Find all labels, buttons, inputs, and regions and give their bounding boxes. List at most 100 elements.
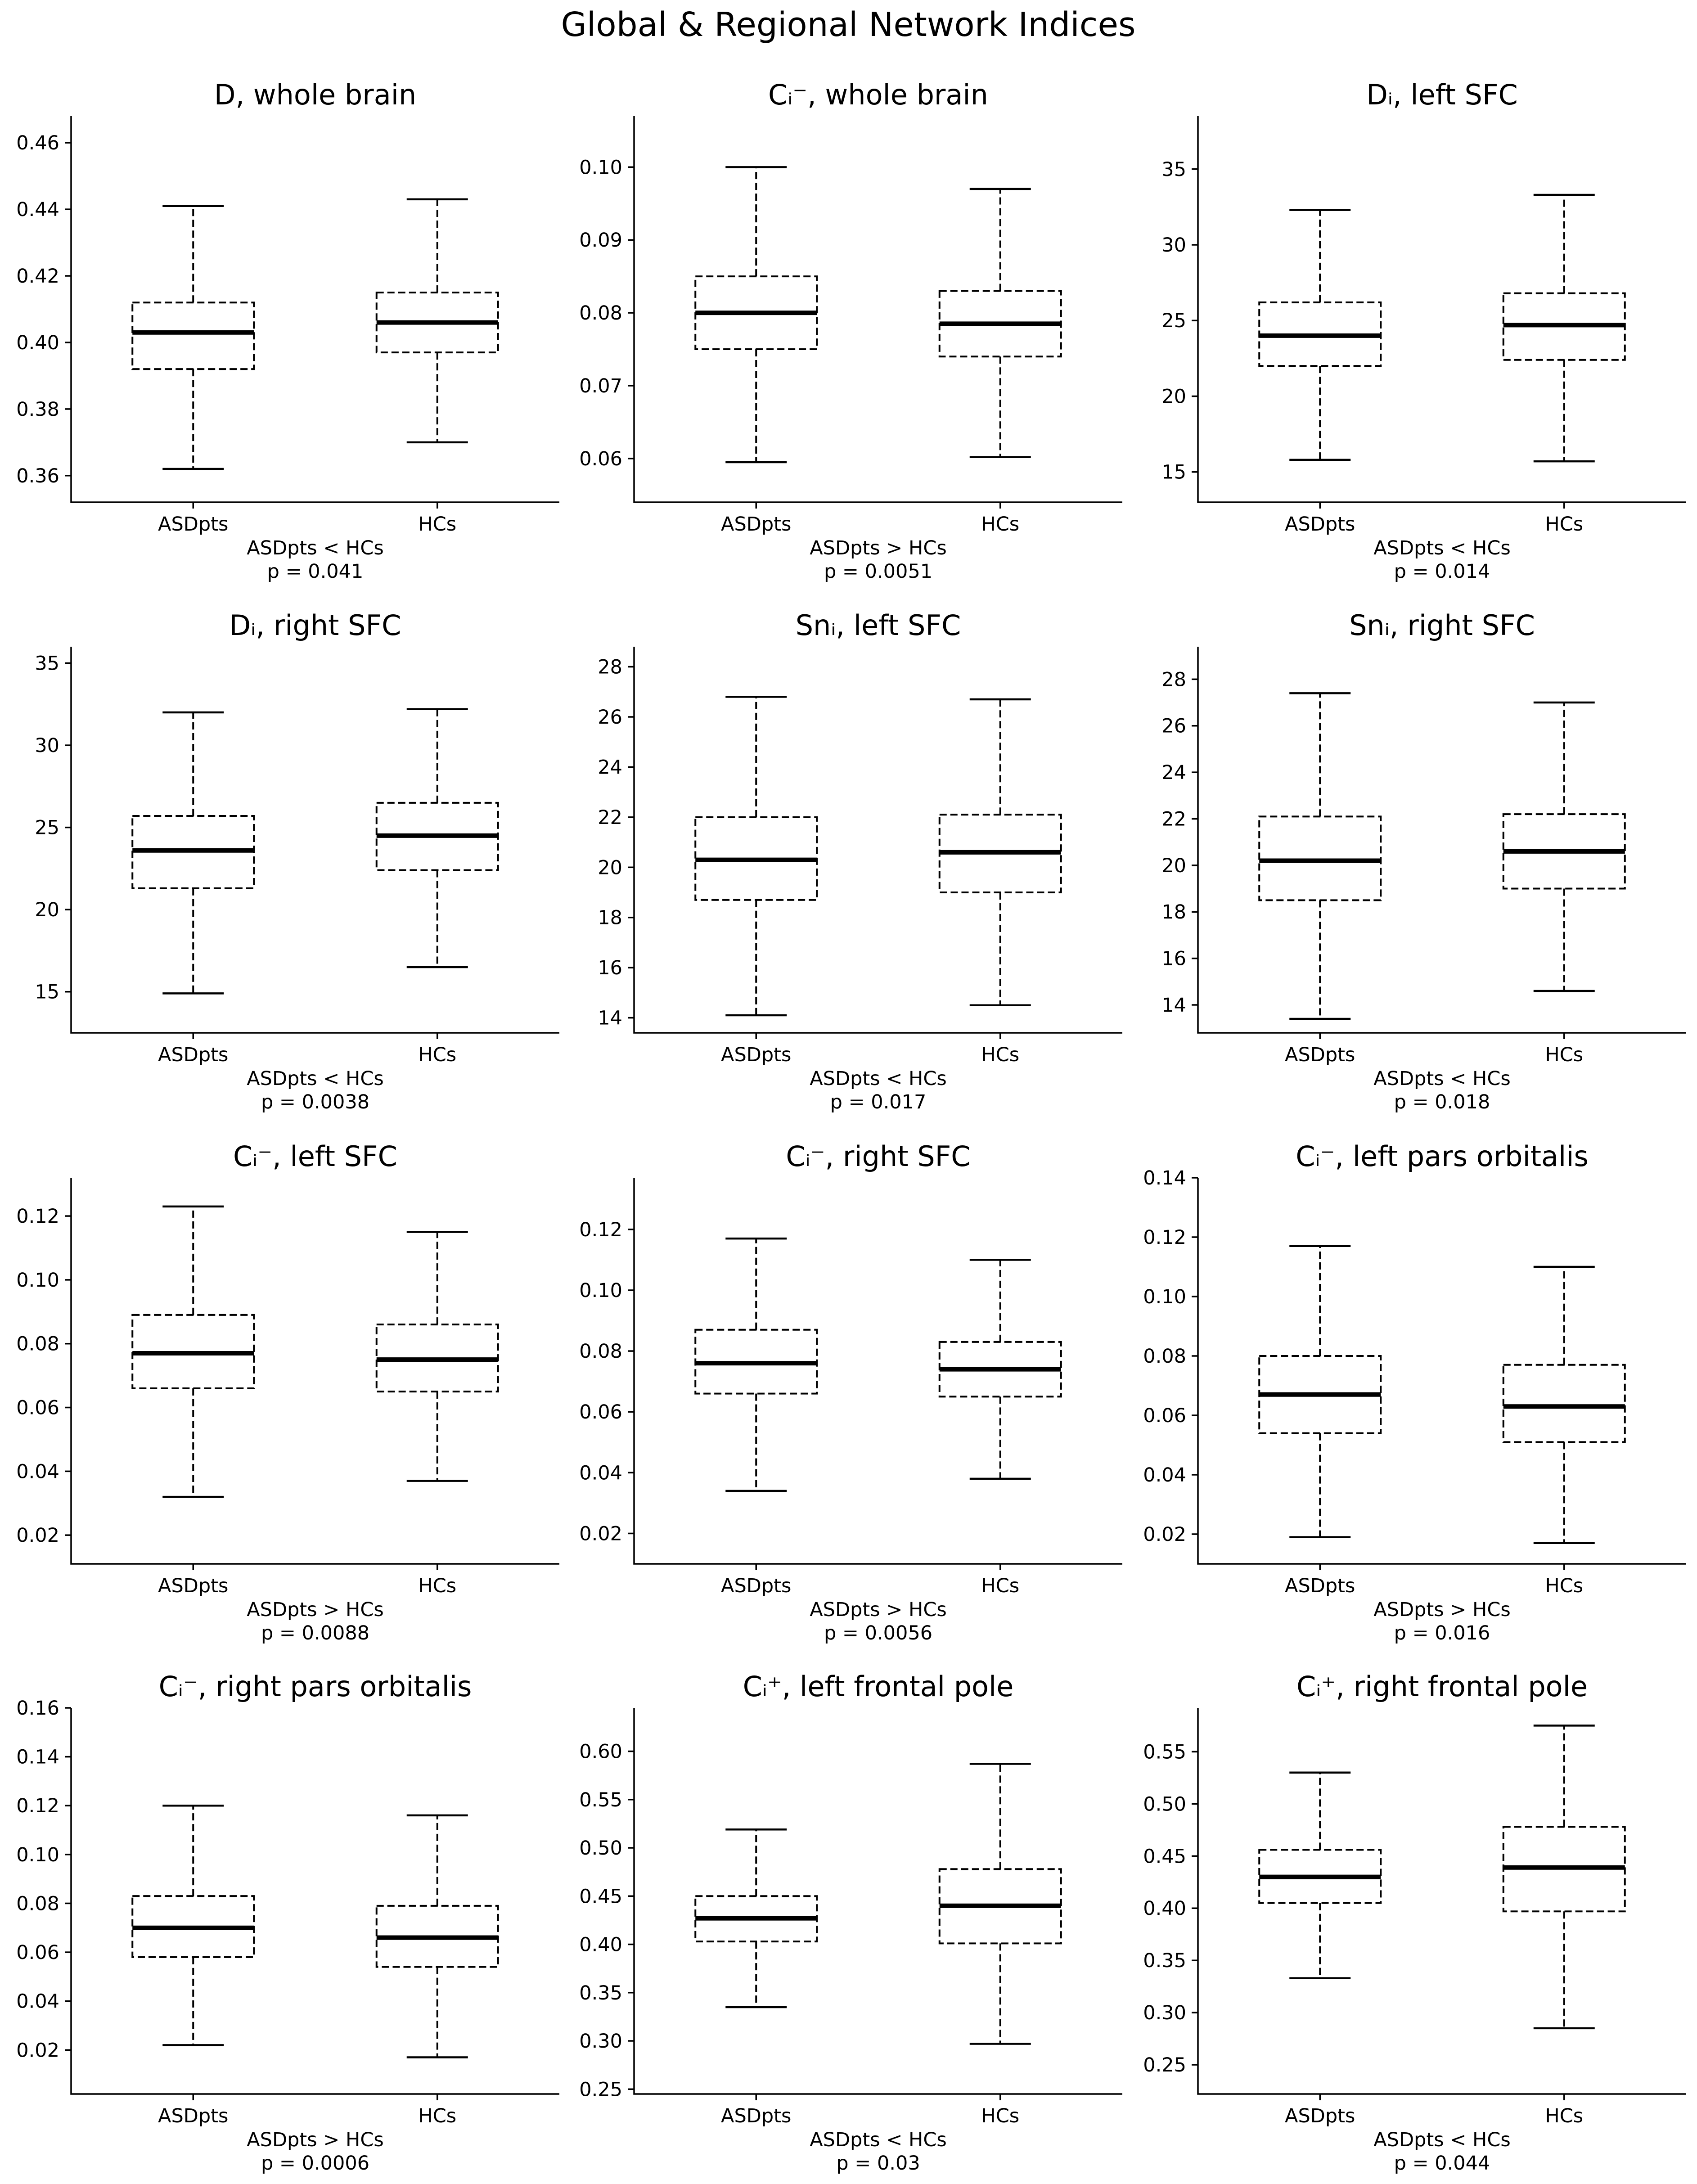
y-tick-label: 0.45 [579,1885,622,1908]
y-tick-label: 0.36 [16,465,59,487]
y-tick-label: 0.12 [579,1219,622,1241]
x-tick-label: HCs [981,1575,1019,1597]
axes-spines [70,116,559,503]
y-tick-label: 0.08 [1143,1345,1186,1368]
p-value-label: p = 0.014 [1394,560,1490,583]
subplot-title: Cᵢ⁻, whole brain [768,78,988,111]
comparison-label: ASDpts < HCs [1373,537,1511,559]
subplot-title: Snᵢ, left SFC [796,609,961,642]
axes-spines [1197,1178,1686,1565]
y-tick-label: 0.02 [1143,1523,1186,1546]
y-tick-label: 0.50 [1143,1793,1186,1815]
y-tick-label: 20 [1161,385,1186,408]
x-tick-label: ASDpts [1285,2105,1355,2127]
y-tick-label: 0.40 [16,332,59,354]
y-tick-label: 0.06 [1143,1405,1186,1427]
subplot-title: D, whole brain [214,78,417,111]
y-tick-label: 0.42 [16,265,59,288]
comparison-label: ASDpts < HCs [1373,2129,1511,2151]
comparison-label: ASDpts > HCs [247,1599,384,1621]
box-ASDpts [131,1804,255,2046]
x-tick-label: HCs [981,1044,1019,1066]
subplot-10: Cᵢ⁻, right pars orbitalis 0.02 0.04 0.06 0.0… [16,1670,559,2175]
axes-spines [1197,647,1686,1034]
subplot-6: Snᵢ, right SFC 14 16 18 20 22 24 26 28 ASDpts HCs A… [1161,609,1686,1113]
y-tick-label: 0.10 [1143,1286,1186,1308]
iqr-box [131,302,255,370]
x-tick-label: ASDpts [1285,1044,1355,1066]
axes-spines [633,116,1122,503]
box-ASDpts [131,205,255,470]
y-tick-label: 25 [1161,310,1186,332]
figure-title: Global & Regional Network Indices [561,5,1135,44]
comparison-label: ASDpts < HCs [247,537,384,559]
p-value-label: p = 0.0088 [261,1622,369,1644]
y-tick-label: 0.10 [16,1269,59,1292]
p-value-label: p = 0.041 [267,560,364,583]
y-tick-label: 0.04 [1143,1464,1186,1486]
x-tick-label: ASDpts [721,1044,791,1066]
box-HCs [375,1814,499,2058]
y-tick-label: 20 [1161,855,1186,877]
y-tick-label: 0.25 [1143,2054,1186,2076]
p-value-label: p = 0.018 [1394,1091,1490,1113]
axes-spines [70,647,559,1034]
y-tick-label: 18 [1161,901,1186,923]
y-tick-label: 0.06 [579,1401,622,1423]
x-tick-label: ASDpts [721,513,791,536]
subplot-5: Snᵢ, left SFC 14 16 18 20 22 24 26 28 ASDpts HCs AS… [598,609,1122,1113]
y-tick-label: 0.16 [16,1697,59,1720]
x-tick-label: HCs [418,513,456,536]
subplot-7: Cᵢ⁻, left SFC 0.02 0.04 0.06 0.08 0.10 0.12 ASD… [16,1140,559,1644]
p-value-label: p = 0.0006 [261,2152,369,2175]
y-tick-label: 20 [598,856,622,879]
y-tick-label: 24 [598,756,622,779]
box-ASDpts [131,1205,255,1498]
subplot-title: Cᵢ⁺, left frontal pole [743,1670,1014,1703]
y-tick-label: 0.30 [1143,2002,1186,2024]
x-tick-label: ASDpts [158,513,228,536]
iqr-box [1502,1364,1626,1443]
y-tick-label: 20 [35,899,59,921]
y-tick-label: 0.40 [579,1934,622,1956]
y-tick-label: 0.02 [16,2039,59,2062]
p-value-label: p = 0.0038 [261,1091,369,1113]
y-tick-label: 0.50 [579,1837,622,1860]
y-tick-label: 22 [598,806,622,829]
y-tick-label: 0.40 [1143,1897,1186,1920]
y-tick-label: 0.07 [579,375,622,397]
y-tick-label: 0.08 [16,1892,59,1915]
box-ASDpts [1258,1245,1382,1538]
comparison-label: ASDpts < HCs [810,2129,947,2151]
subplot-4: Dᵢ, right SFC 15 20 25 30 35 ASDpts HCs ASDpts <… [35,609,559,1113]
x-tick-label: HCs [1545,1044,1583,1066]
x-tick-label: ASDpts [721,1575,791,1597]
subplot-title: Cᵢ⁺, right frontal pole [1296,1670,1588,1703]
y-tick-label: 35 [35,653,59,675]
axes-spines [70,1178,559,1565]
box-ASDpts [1258,692,1382,1020]
comparison-label: ASDpts < HCs [1373,1067,1511,1090]
y-tick-label: 28 [1161,668,1186,691]
y-tick-label: 0.46 [16,132,59,154]
comparison-label: ASDpts < HCs [247,1067,384,1090]
x-tick-label: ASDpts [1285,513,1355,536]
y-tick-label: 0.38 [16,398,59,421]
y-tick-label: 0.14 [1143,1167,1186,1189]
y-tick-label: 0.45 [1143,1845,1186,1868]
iqr-box [1502,813,1626,890]
y-tick-label: 0.04 [16,1460,59,1483]
subplot-1: D, whole brain 0.36 0.38 0.40 0.42 0.44 0.46 AS… [16,78,559,583]
iqr-box [1258,815,1382,901]
y-tick-label: 0.08 [16,1333,59,1355]
y-tick-label: 18 [598,907,622,929]
y-tick-label: 0.10 [579,156,622,179]
subplot-title: Cᵢ⁻, left SFC [233,1140,397,1173]
comparison-label: ASDpts > HCs [247,2129,384,2151]
x-tick-label: HCs [981,513,1019,536]
box-HCs [938,1259,1062,1480]
y-tick-label: 0.06 [16,1397,59,1419]
p-value-label: p = 0.0051 [824,560,932,583]
axes-spines [1197,1708,1686,2095]
